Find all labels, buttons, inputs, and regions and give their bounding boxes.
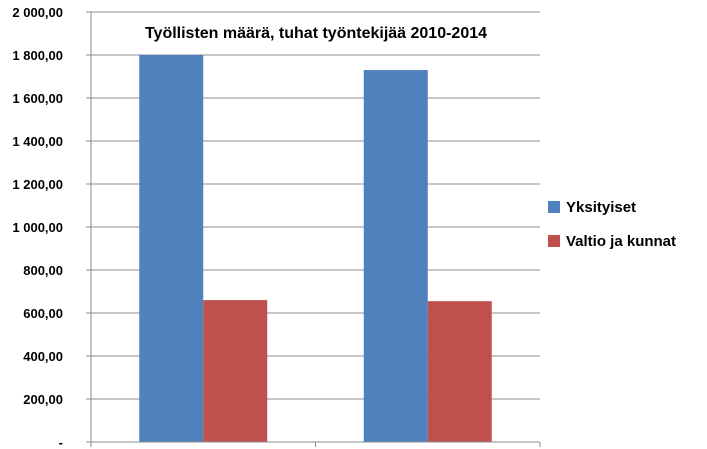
legend-label-valtio-ja-kunnat: Valtio ja kunnat [566,232,677,250]
y-tick-label: 600,00 [23,306,63,321]
y-tick-label: 800,00 [23,263,63,278]
y-tick-label: 1 400,00 [12,134,63,149]
y-tick-label: 1 200,00 [12,177,63,192]
legend-swatch-yksityiset [548,201,560,213]
legend-item-yksityiset: Yksityiset [548,196,706,218]
y-tick-label: 400,00 [23,349,63,364]
y-axis-ticks: - 200,00 400,00 600,00 800,00 1 000,00 1 200,0… [12,5,91,449]
legend: Yksityiset Valtio ja kunnat [548,196,706,264]
y-tick-label: 2 000,00 [12,5,63,20]
bar-yksityiset [139,55,204,442]
bar-yksityiset [363,70,428,443]
bar-valtio-ja-kunnat [203,300,268,442]
legend-swatch-valtio-ja-kunnat [548,235,560,247]
bar-valtio-ja-kunnat [427,301,492,442]
legend-item-valtio-ja-kunnat: Valtio ja kunnat [548,230,706,252]
legend-label-yksityiset: Yksityiset [566,198,637,216]
y-tick-label: 200,00 [23,392,63,407]
y-tick-label: - [59,435,63,449]
y-tick-label: 1 800,00 [12,48,63,63]
chart-title: Työllisten määrä, tuhat työntekijää 2010… [145,25,487,42]
bars [139,55,492,443]
axes [90,12,541,447]
y-tick-label: 1 600,00 [12,91,63,106]
y-tick-label: 1 000,00 [12,220,63,235]
